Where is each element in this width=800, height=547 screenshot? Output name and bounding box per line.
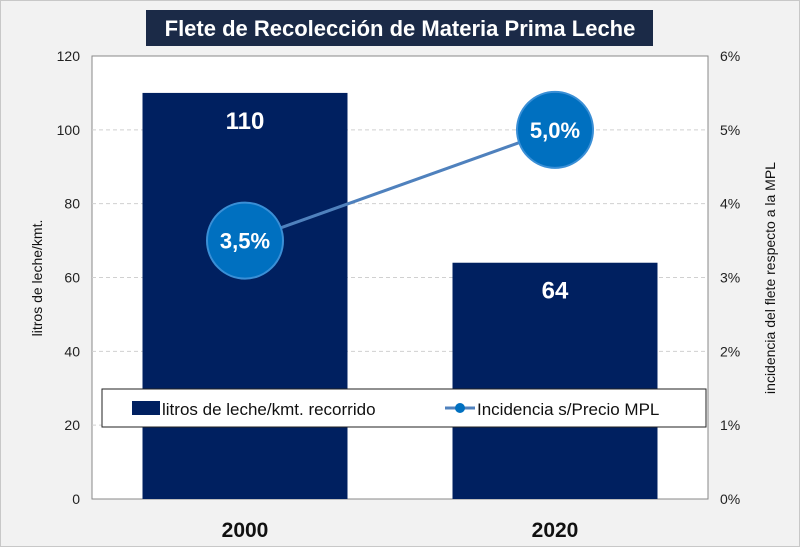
y-tick-label: 100 [57, 122, 81, 138]
line-marker [206, 201, 284, 280]
legend-bar-swatch [132, 401, 160, 415]
title-box [146, 10, 653, 46]
y-tick-label: 120 [57, 48, 81, 64]
x-tick-label: 2020 [532, 519, 579, 542]
legend-bar-label: litros de leche/kmt. recorrido [162, 400, 376, 419]
line-data-label: 5,0% [530, 118, 580, 143]
x-tick-label: 2000 [222, 519, 269, 542]
y2-tick-label: 4% [720, 196, 740, 212]
bar [142, 92, 348, 500]
y-axis-label: litros de leche/kmt. [29, 220, 45, 337]
bar-data-label: 110 [226, 108, 265, 135]
y2-tick-label: 2% [720, 343, 740, 359]
y-tick-label: 20 [64, 417, 80, 433]
legend-line-label: Incidencia s/Precio MPL [477, 400, 659, 419]
legend: litros de leche/kmt. recorrido Incidenci… [101, 388, 707, 428]
y-tick-label: 0 [72, 491, 80, 507]
line-marker [516, 90, 594, 169]
y-tick-label: 80 [64, 196, 80, 212]
y-tick-label: 60 [64, 270, 80, 286]
y2-tick-label: 5% [720, 122, 740, 138]
chart-title: Flete de Recolección de Materia Prima Le… [165, 16, 636, 41]
y2-tick-label: 6% [720, 48, 740, 64]
series-line [244, 128, 556, 242]
y-tick-label: 40 [64, 343, 80, 359]
bar [452, 262, 658, 499]
legend-marker-swatch [455, 403, 465, 413]
line-data-label: 3,5% [220, 229, 270, 254]
y2-tick-label: 0% [720, 491, 740, 507]
y2-tick-label: 1% [720, 417, 740, 433]
y2-tick-label: 3% [720, 270, 740, 286]
y2-axis-label: incidencia del flete respecto a la MPL [762, 162, 778, 394]
bar-data-label: 64 [542, 278, 569, 305]
